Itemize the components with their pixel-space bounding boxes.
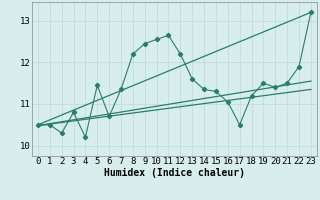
X-axis label: Humidex (Indice chaleur): Humidex (Indice chaleur) <box>104 168 245 178</box>
